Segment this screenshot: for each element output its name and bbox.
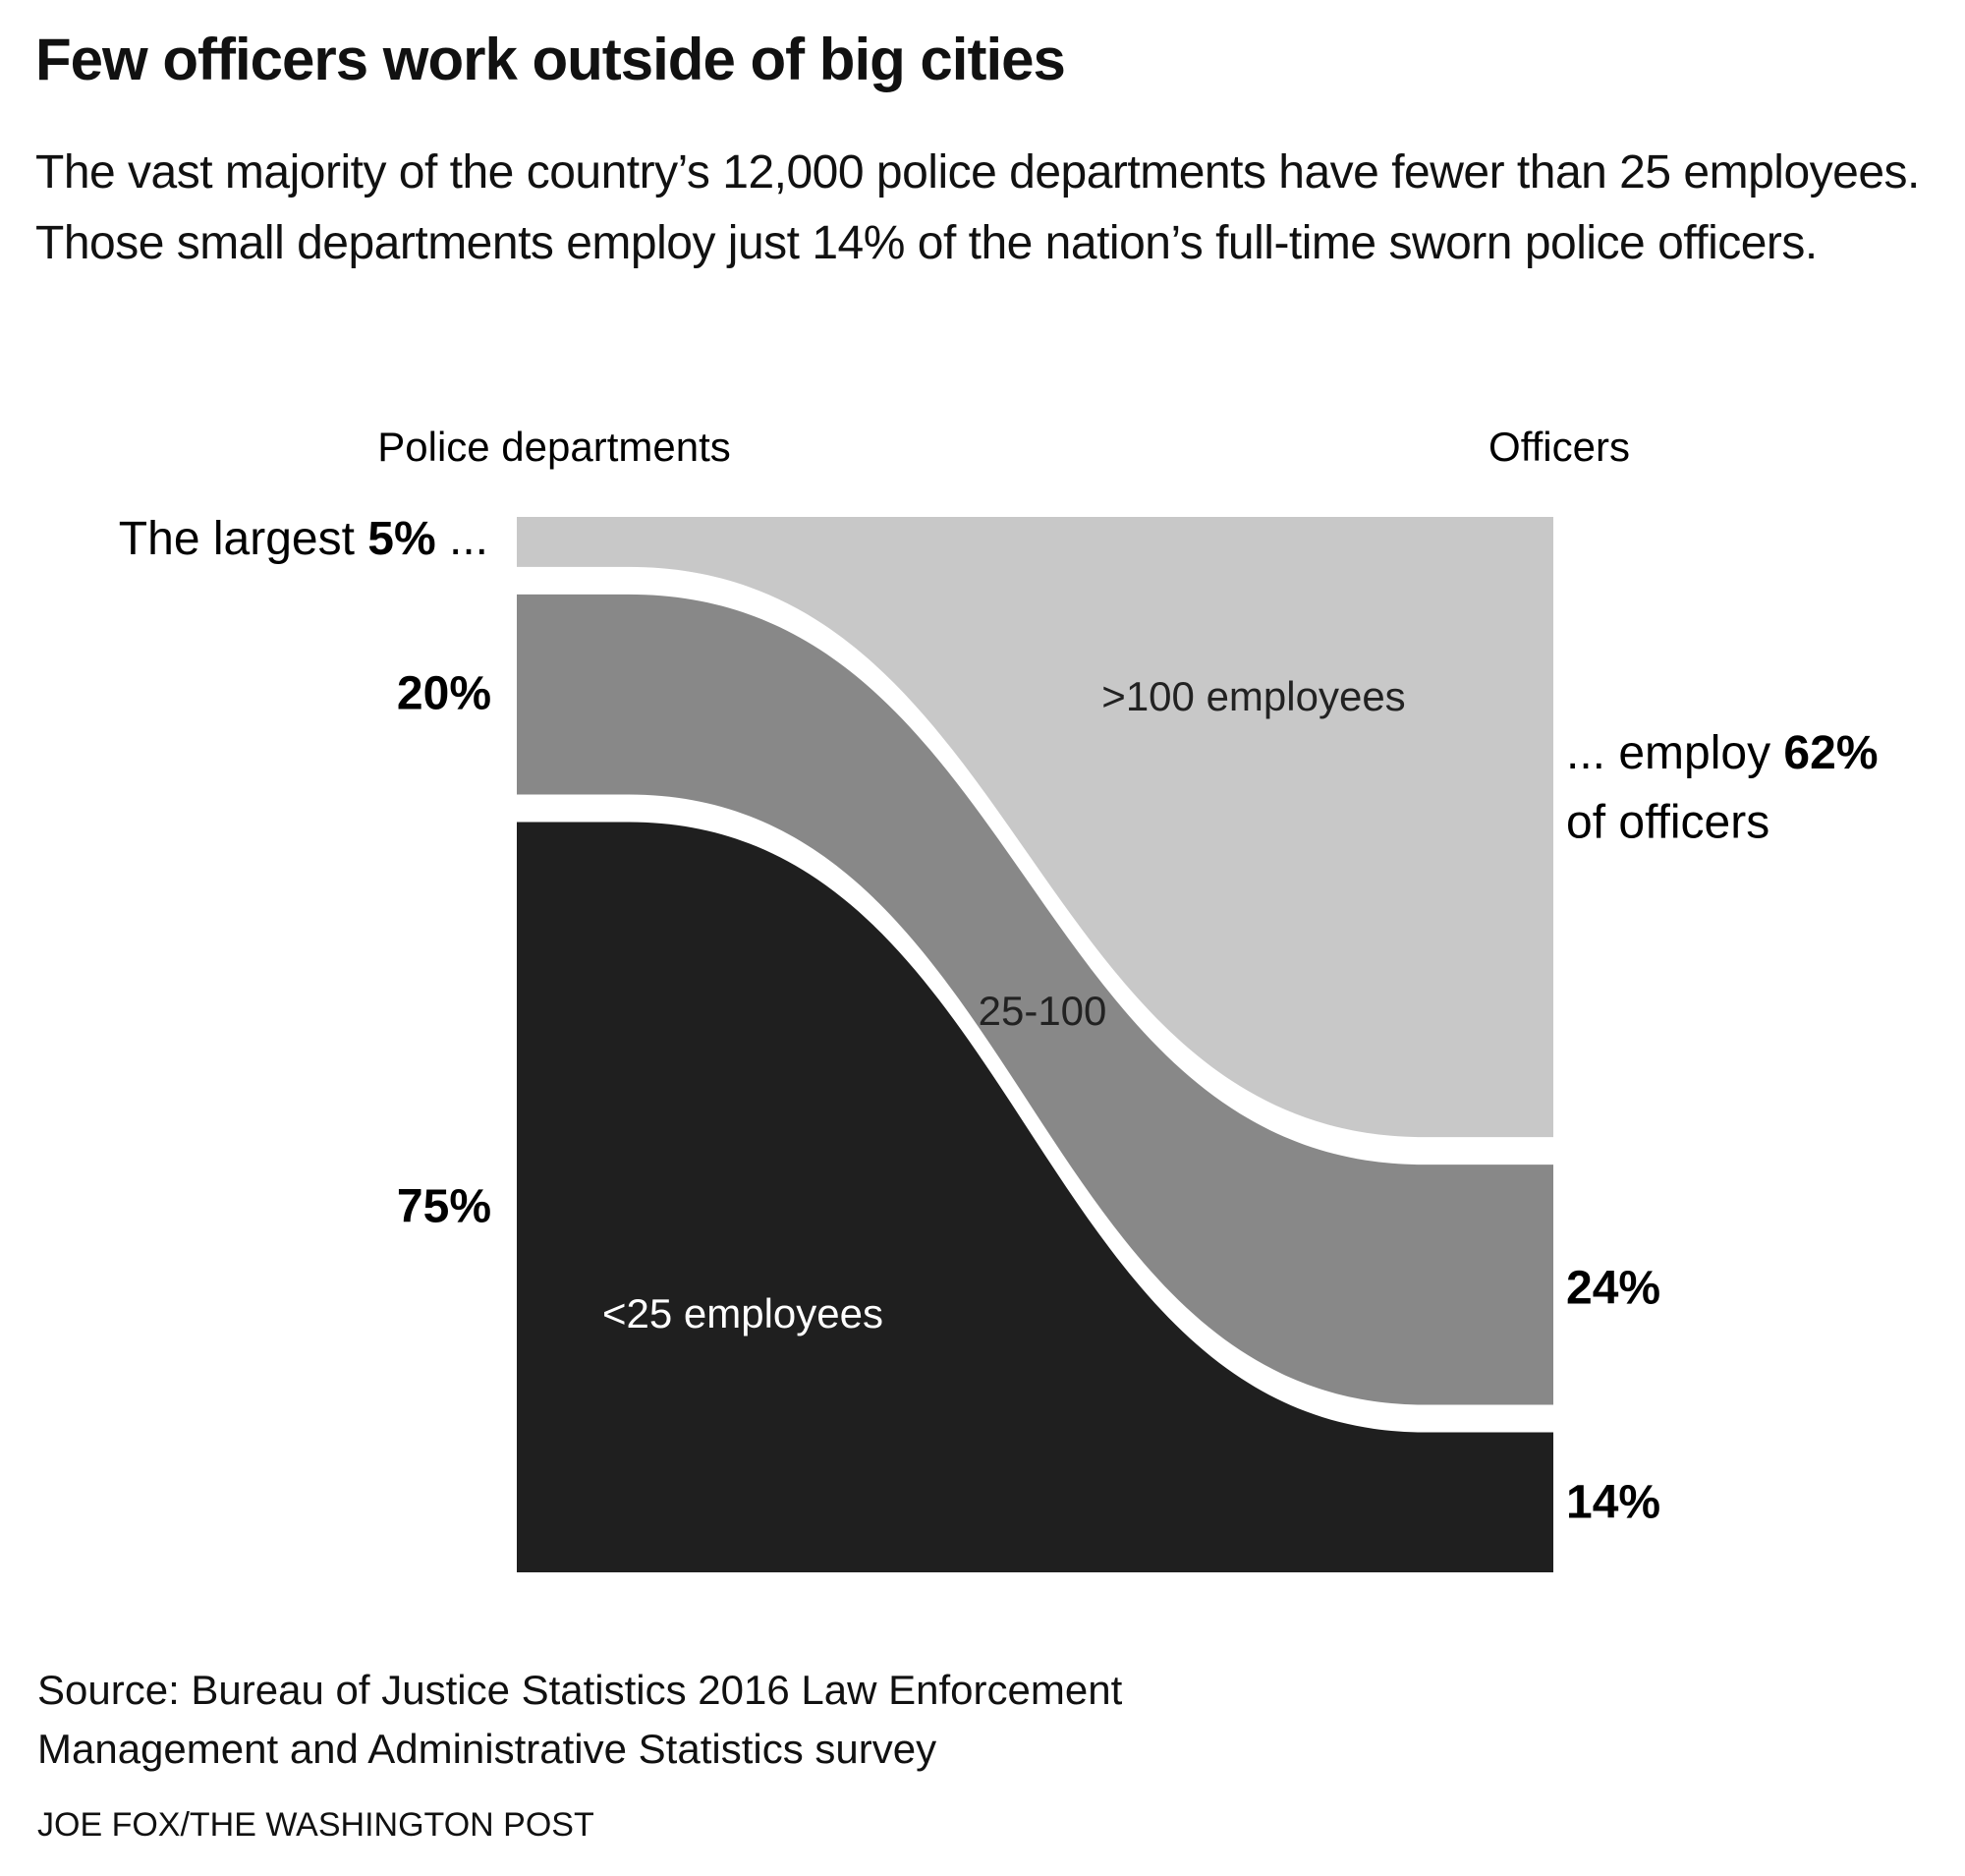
annotation-text: ... <box>449 513 488 565</box>
column-header: Police departments <box>377 424 731 470</box>
band-label: <25 employees <box>602 1290 883 1336</box>
band-label: >100 employees <box>1101 673 1405 719</box>
value-label: 14% <box>1566 1477 1660 1529</box>
value-label: 75% <box>397 1181 491 1233</box>
annotation-text: ... employ <box>1566 727 1770 779</box>
annotation-text: of officers <box>1566 797 1769 849</box>
value-label: 24% <box>1566 1263 1660 1315</box>
band-label: 25-100 <box>979 988 1107 1034</box>
chart-title: Few officers work outside of big cities <box>35 27 1066 92</box>
flow-band <box>517 517 1553 1138</box>
source: Source: Bureau of Justice Statistics 201… <box>37 1667 1123 1772</box>
value-label: 62% <box>1783 727 1878 779</box>
flow-band <box>517 594 1553 1405</box>
right-annotation: ... employ 62% <box>1566 727 1879 779</box>
bands <box>517 517 1553 1572</box>
flow-band <box>517 822 1553 1572</box>
credit: JOE FOX/THE WASHINGTON POST <box>37 1806 594 1844</box>
value-label: 20% <box>397 668 491 720</box>
left-annotation: The largest 5% ... <box>119 513 488 565</box>
value-label: 5% <box>367 513 435 565</box>
annotation-text: The largest <box>119 513 355 565</box>
column-header: Officers <box>1488 424 1630 470</box>
chart-subtitle: The vast majority of the country’s 12,00… <box>35 146 1920 269</box>
